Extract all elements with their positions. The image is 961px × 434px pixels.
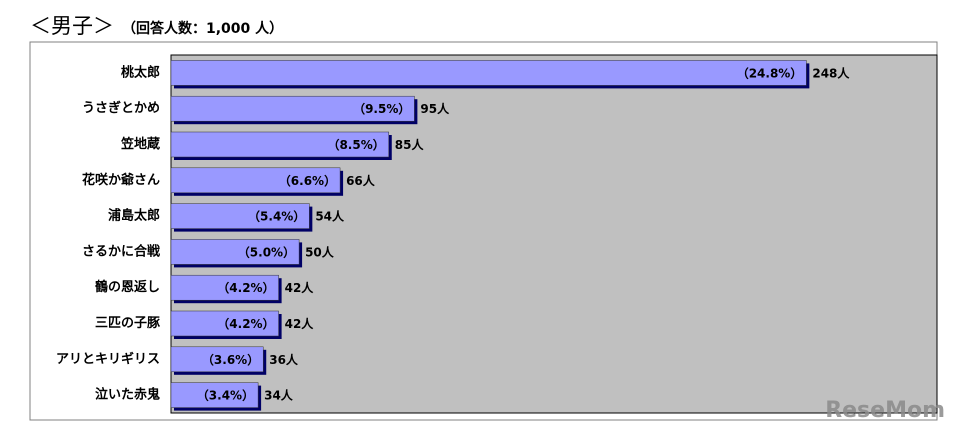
percent-label: （6.6%） xyxy=(279,173,336,188)
value-label: 248人 xyxy=(812,65,850,80)
bar xyxy=(170,382,259,408)
category-label: 鶴の恩返し xyxy=(95,279,160,295)
percent-label: （24.8%） xyxy=(737,65,803,80)
percent-label: （4.2%） xyxy=(217,316,274,331)
watermark: ReseMom xyxy=(825,398,945,423)
category-label: 花咲か爺さん xyxy=(82,172,160,188)
bar xyxy=(170,203,310,229)
chart-title: ＜男子＞ xyxy=(30,14,114,38)
bar xyxy=(170,310,279,337)
category-label: さるかに合戦 xyxy=(82,243,161,259)
bar xyxy=(170,274,279,301)
category-label: 浦島太郎 xyxy=(108,208,160,224)
bar xyxy=(170,131,390,158)
category-label: 三匹の子豚 xyxy=(95,316,161,331)
bar xyxy=(170,60,807,86)
value-label: 42人 xyxy=(285,280,315,295)
value-label: 42人 xyxy=(285,316,315,331)
bar xyxy=(170,95,415,122)
percent-label: （3.6%） xyxy=(202,352,259,367)
value-label: 34人 xyxy=(264,388,294,403)
value-label: 66人 xyxy=(346,173,376,188)
percent-label: （5.0%） xyxy=(238,244,295,259)
bar xyxy=(170,239,300,265)
category-label: 笠地蔵 xyxy=(120,136,160,152)
value-label: 85人 xyxy=(395,137,425,152)
category-label: 桃太郎 xyxy=(121,64,160,80)
bar xyxy=(170,346,264,373)
category-label: うさぎとかめ xyxy=(82,100,160,116)
percent-label: （4.2%） xyxy=(217,280,274,295)
percent-label: （5.4%） xyxy=(248,209,305,224)
value-label: 54人 xyxy=(315,209,345,224)
category-label: 泣いた赤鬼 xyxy=(95,387,160,403)
percent-label: （3.4%） xyxy=(197,388,254,403)
value-label: 95人 xyxy=(420,101,450,116)
category-label: アリとキリギリス xyxy=(56,351,160,367)
bar xyxy=(170,167,341,194)
percent-label: （8.5%） xyxy=(327,137,384,152)
value-label: 50人 xyxy=(305,244,335,259)
value-label: 36人 xyxy=(269,352,299,367)
chart-subtitle: （回答人数：1,000 人） xyxy=(122,20,283,37)
percent-label: （9.5%） xyxy=(353,101,410,116)
